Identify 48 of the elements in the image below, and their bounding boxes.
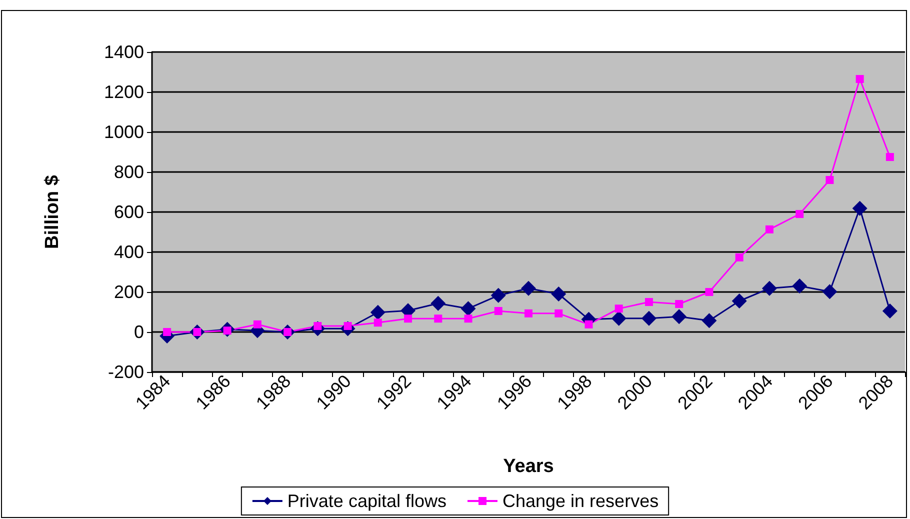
point: [796, 210, 804, 218]
point: [430, 296, 446, 311]
point: [856, 75, 864, 83]
point: [644, 298, 653, 306]
point: [614, 304, 623, 313]
point: [464, 314, 472, 323]
y-tick-label: 400: [114, 242, 144, 262]
point: [490, 288, 506, 303]
point: [163, 328, 172, 336]
y-tick-label: 1200: [104, 82, 144, 102]
point: [886, 153, 894, 161]
point: [672, 309, 687, 324]
y-axis-title: Billion $: [42, 174, 63, 249]
point: [702, 313, 717, 328]
point: [792, 278, 808, 294]
point: [404, 314, 412, 323]
y-tick-label: 800: [114, 162, 144, 182]
y-tick-label: 600: [114, 202, 144, 222]
legend-label: Change in reserves: [502, 491, 659, 511]
point: [611, 310, 626, 326]
point: [732, 294, 747, 308]
point: [735, 253, 744, 262]
point: [551, 286, 566, 302]
y-tick-label: 200: [114, 282, 144, 302]
point: [882, 304, 898, 318]
point: [370, 304, 386, 320]
point: [641, 310, 656, 326]
point: [584, 320, 593, 328]
point: [434, 314, 442, 323]
y-tick-label: 1400: [104, 42, 144, 62]
point: [705, 288, 714, 296]
point: [521, 280, 536, 296]
point: [675, 300, 684, 308]
point: [765, 225, 774, 234]
point: [524, 309, 532, 318]
point: [374, 318, 382, 327]
point: [494, 307, 502, 315]
point: [554, 309, 563, 318]
point: [460, 301, 476, 316]
point: [762, 280, 777, 296]
point: [852, 200, 868, 216]
point: [826, 176, 834, 184]
y-tick-label: 1000: [104, 122, 144, 142]
point: [822, 284, 838, 300]
x-axis-title: Years: [503, 456, 554, 477]
point: [253, 320, 262, 328]
y-tick-label: 0: [134, 322, 144, 342]
legend-label: Private capital flows: [287, 491, 447, 511]
